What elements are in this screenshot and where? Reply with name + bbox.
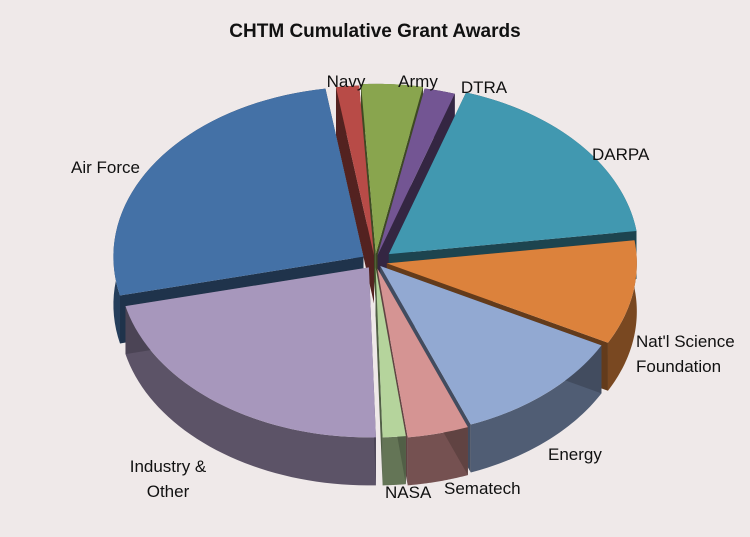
pie-label-darpa: DARPA [592, 145, 650, 164]
pie-label-nasa: NASA [385, 483, 432, 502]
pie-slice-side-industry-other [125, 306, 376, 486]
pie-slice-sematech [377, 268, 468, 438]
pie-slice-nat-l-science-foundation [386, 240, 637, 343]
pie-slice-tops [113, 83, 637, 438]
pie-slice-side-nat-l-science-foundation [607, 240, 637, 391]
pie-slice-edge [375, 267, 383, 486]
pie-labels: DARPA Nat'l Science Foundation Energy Semate… [71, 72, 735, 502]
pie-slice-dtra [377, 88, 455, 256]
pie-label-nat-l-science-foundation: Nat'l Science Foundation [636, 332, 735, 376]
pie-slice-energy [380, 266, 602, 425]
pie-slice-edge [335, 87, 374, 304]
pie-label-sematech: Sematech [444, 479, 521, 498]
pie-slice-side-energy [470, 345, 602, 473]
pie-label-energy: Energy [548, 445, 602, 464]
pie-label-army: Army [398, 72, 438, 91]
pie-slice-nasa [375, 267, 406, 438]
pie-slice-darpa [388, 92, 637, 255]
pie-slice-navy [335, 85, 374, 256]
pie-label-air-force: Air Force [71, 158, 140, 177]
pie-slice-army [361, 83, 423, 254]
pie-label-industry-other: Industry & Other [130, 457, 207, 501]
pie-slice-air-force [113, 88, 364, 296]
pie-slice-industry-other [125, 267, 376, 438]
pie-label-navy: Navy [327, 72, 366, 91]
chart-title: CHTM Cumulative Grant Awards [229, 21, 520, 42]
pie-label-dtra: DTRA [461, 78, 508, 97]
